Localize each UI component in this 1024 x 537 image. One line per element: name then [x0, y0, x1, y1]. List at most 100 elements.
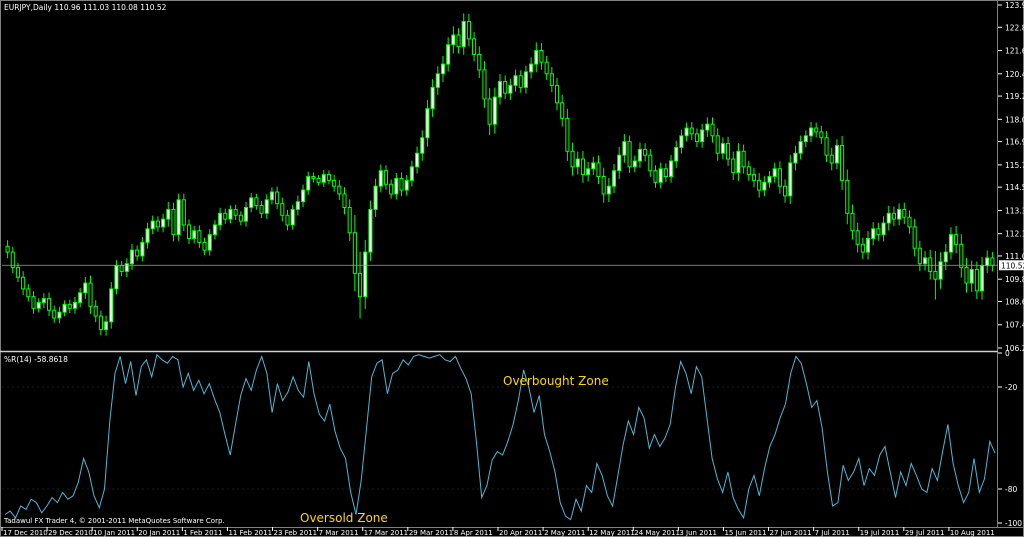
candle [865, 231, 871, 260]
candle [741, 144, 746, 174]
price-tick-label: 111.00 [1005, 252, 1024, 261]
candle [985, 250, 990, 274]
candle [57, 306, 62, 324]
candle [720, 137, 725, 160]
candle [404, 174, 409, 196]
copyright-text: Tadawul FX Trader 4, © 2001-2011 MetaQuo… [3, 517, 225, 525]
candle [352, 215, 357, 292]
candle [26, 284, 31, 302]
time-tick-label: 24 May 2011 [634, 529, 680, 537]
candle [425, 99, 430, 147]
candle [700, 123, 705, 148]
candle [948, 227, 953, 260]
candle [295, 195, 300, 216]
candle [715, 128, 720, 161]
candle [897, 203, 902, 226]
candle [332, 174, 337, 192]
candle [912, 218, 917, 257]
candle [98, 310, 103, 336]
candle [554, 77, 560, 111]
candle [129, 244, 135, 270]
price-tick-label: 122.80 [1005, 23, 1024, 32]
candle [746, 160, 751, 181]
price-candles [5, 13, 995, 336]
candle [435, 66, 440, 95]
candle [632, 155, 637, 173]
price-tick-label: 113.35 [1005, 206, 1024, 215]
candle [928, 249, 933, 280]
candle [52, 305, 57, 323]
candle [67, 299, 72, 314]
candle [549, 67, 554, 93]
candle [72, 297, 78, 314]
price-tick-label: 106.25 [1005, 344, 1024, 353]
candle [954, 225, 959, 254]
candle [539, 43, 544, 70]
candle [171, 202, 176, 242]
candle [565, 108, 570, 161]
indicator-tick-label: 0 [1005, 349, 1010, 358]
candle [36, 298, 41, 313]
candle [637, 142, 643, 168]
candle [451, 26, 456, 54]
candle [290, 204, 295, 230]
candle [840, 135, 845, 190]
price-tick-label: 116.90 [1005, 138, 1024, 147]
candle [238, 211, 243, 226]
candle [679, 129, 684, 154]
indicator-tick-label: -20 [1005, 383, 1017, 392]
candle [326, 170, 332, 185]
candle [145, 222, 150, 249]
candle [736, 143, 741, 181]
candle [254, 193, 259, 210]
candle [357, 251, 363, 319]
candle [814, 122, 819, 138]
candle [10, 246, 15, 274]
candle [907, 210, 912, 234]
candle [601, 167, 606, 203]
price-tick-label: 119.25 [1005, 92, 1024, 101]
candle [886, 205, 891, 231]
candle [710, 117, 715, 143]
time-axis: 17 Dec 2010 29 Dec 2010 10 Jan 2011 20 Jan … [1, 527, 995, 537]
candle [575, 151, 580, 175]
candle [140, 236, 145, 262]
candle [803, 130, 808, 148]
time-tick-label: 11 Feb 2011 [228, 529, 272, 537]
candle [440, 55, 446, 82]
price-tick-label: 108.65 [1005, 297, 1024, 306]
candle [606, 178, 611, 203]
candle [47, 292, 52, 317]
candle [523, 65, 528, 94]
candle [31, 291, 36, 314]
candle [938, 252, 943, 289]
candle [461, 13, 466, 55]
candle [472, 32, 477, 62]
candle [104, 315, 109, 336]
candle [819, 125, 824, 144]
candle [943, 243, 948, 270]
candle [580, 150, 585, 183]
price-tick-label: 118.05 [1005, 115, 1024, 124]
candle [689, 121, 694, 140]
candle [783, 179, 788, 203]
candle [570, 142, 575, 176]
candle [150, 215, 155, 235]
candle [513, 69, 518, 92]
indicator-axis: 0 -20 -80 -100 [2, 349, 1022, 528]
candle [881, 216, 886, 242]
candle [306, 171, 311, 195]
indicator-tick-label: -80 [1005, 485, 1017, 494]
time-tick-label: 2 May 2011 [544, 529, 585, 537]
price-tick-label: 112.15 [1005, 230, 1024, 239]
candle [653, 165, 658, 188]
candle [197, 225, 202, 248]
indicator-info: %R(14) -58.8618 [4, 355, 68, 364]
candle [228, 205, 233, 224]
candle [83, 276, 88, 299]
candle [223, 208, 228, 224]
candle [109, 282, 114, 329]
candle [959, 234, 964, 278]
candle [368, 200, 373, 261]
